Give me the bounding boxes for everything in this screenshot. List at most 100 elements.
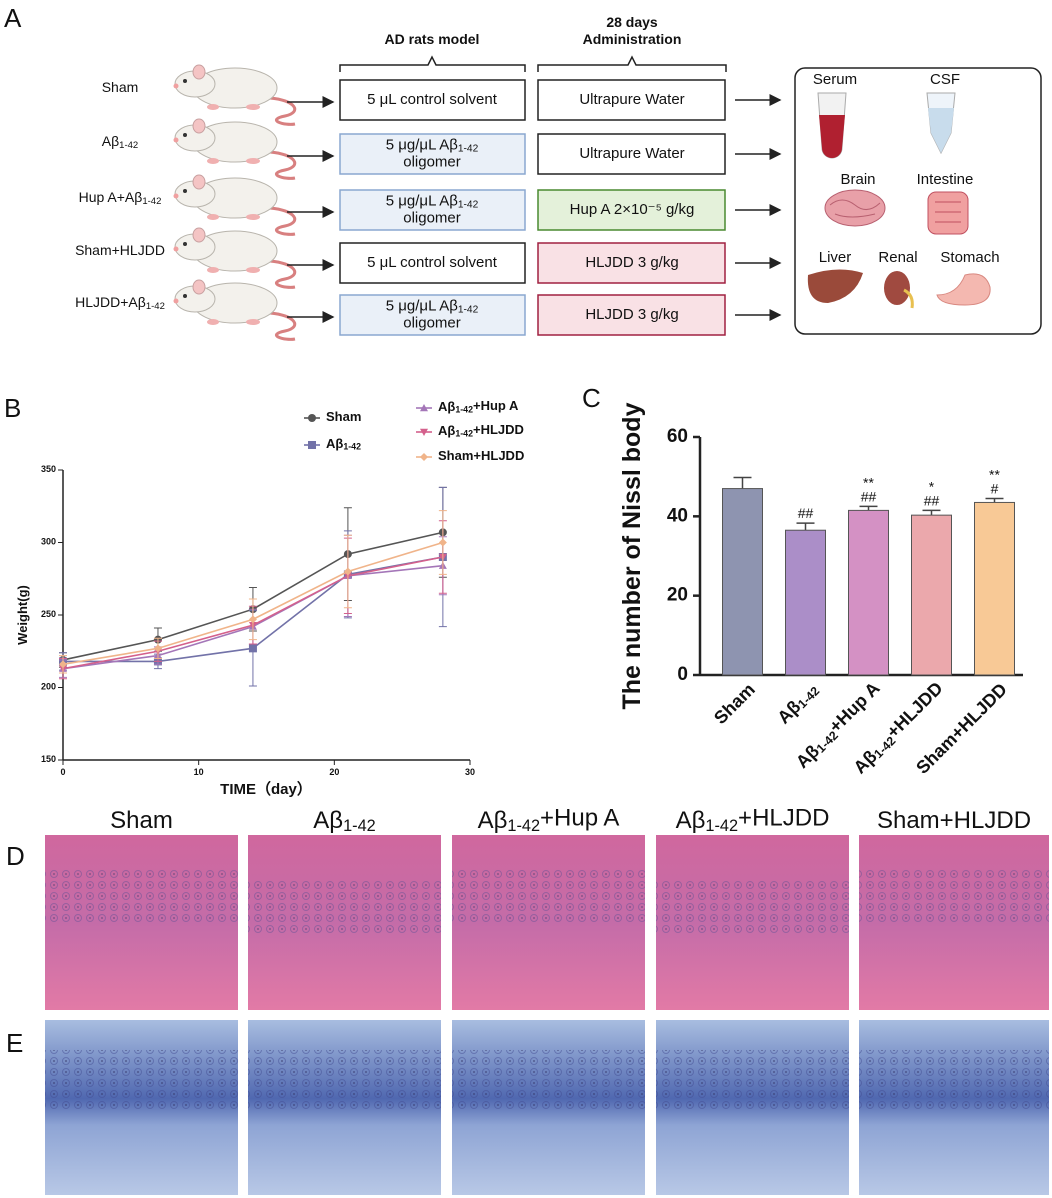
bar bbox=[974, 501, 1015, 676]
legend-label: Aβ1-42 bbox=[326, 436, 361, 452]
model-box bbox=[339, 189, 526, 231]
model-text: 5 μg/μL Aβ1-42 bbox=[386, 192, 479, 210]
output-label: Stomach bbox=[940, 249, 999, 266]
admin-text: HLJDD 3 g/kg bbox=[585, 306, 678, 323]
panel-label: C bbox=[582, 383, 601, 413]
output-label: CSF bbox=[930, 71, 960, 88]
cell-layer bbox=[248, 1050, 441, 1110]
column-title: Aβ1-42 bbox=[313, 807, 375, 835]
point bbox=[59, 660, 67, 669]
admin-text: Ultrapure Water bbox=[579, 145, 684, 162]
output-label: Liver bbox=[819, 249, 852, 266]
annotation: ## bbox=[924, 492, 940, 508]
model-text: 5 μL control solvent bbox=[367, 91, 498, 108]
model-box bbox=[339, 242, 526, 284]
error-bar bbox=[733, 476, 752, 489]
x-tick-label: 30 bbox=[465, 767, 475, 777]
x-tick-label: 20 bbox=[329, 767, 339, 777]
error-bar bbox=[922, 509, 941, 516]
panel-label: E bbox=[6, 1028, 23, 1058]
model-box bbox=[339, 79, 526, 121]
column-header: AD rats model bbox=[385, 31, 480, 47]
legend-marker bbox=[420, 428, 428, 436]
icons bbox=[807, 92, 991, 309]
admin-box bbox=[537, 133, 726, 175]
annotation: # bbox=[991, 480, 999, 496]
y-tick-label: 20 bbox=[667, 585, 688, 606]
legend-marker bbox=[308, 414, 316, 422]
column-header: Administration bbox=[583, 31, 682, 47]
column-header: 28 days bbox=[606, 14, 658, 30]
column-title: Aβ1-42+HLJDD bbox=[676, 805, 830, 835]
rat bbox=[172, 63, 297, 126]
bar bbox=[785, 529, 826, 676]
point bbox=[248, 644, 257, 653]
content bbox=[339, 55, 1042, 335]
y-tick-label: 200 bbox=[41, 682, 56, 692]
model-text: oligomer bbox=[403, 314, 461, 331]
y-tick-label: 250 bbox=[41, 609, 56, 619]
column-title: Sham bbox=[110, 807, 173, 834]
point bbox=[153, 644, 162, 653]
admin-text: Hup A 2×10⁻⁵ g/kg bbox=[570, 201, 695, 218]
annotation: ** bbox=[989, 466, 1000, 482]
annotation: * bbox=[929, 478, 935, 494]
cell-layer bbox=[859, 1050, 1049, 1110]
model-text: oligomer bbox=[403, 209, 461, 226]
admin-text: HLJDD 3 g/kg bbox=[585, 254, 678, 271]
y-tick-label: 300 bbox=[41, 537, 56, 547]
x-tick-label: 0 bbox=[60, 767, 65, 777]
y-axis-label: Weight(g) bbox=[15, 585, 30, 645]
x-axis-label: TIME（day） bbox=[220, 780, 312, 798]
output-label: Renal bbox=[878, 249, 917, 266]
point bbox=[438, 538, 447, 547]
group-label: Aβ1-42 bbox=[102, 133, 138, 151]
bar bbox=[722, 488, 763, 676]
panel-label: A bbox=[4, 3, 22, 33]
y-tick-label: 350 bbox=[41, 464, 56, 474]
cell-layer bbox=[656, 1050, 849, 1110]
error-bar bbox=[859, 505, 878, 511]
column-title: Sham+HLJDD bbox=[877, 807, 1031, 834]
column-title: Aβ1-42+Hup A bbox=[478, 805, 620, 835]
panel-label: D bbox=[6, 841, 25, 871]
rat bbox=[172, 173, 297, 236]
legend-label: Aβ1-42+Hup A bbox=[438, 398, 519, 415]
y-tick-label: 150 bbox=[41, 754, 56, 764]
bracket bbox=[537, 55, 727, 72]
model-text: 5 μg/μL Aβ1-42 bbox=[386, 297, 479, 315]
legend-marker bbox=[308, 441, 316, 449]
model-box bbox=[339, 294, 526, 336]
bar bbox=[911, 514, 952, 676]
panel-label: B bbox=[4, 393, 21, 423]
output-label: Brain bbox=[840, 171, 875, 188]
model-box bbox=[339, 133, 526, 175]
y-tick-label: 60 bbox=[667, 426, 688, 447]
y-axis-label: The number of Nissl body bbox=[618, 402, 646, 709]
annotation: ## bbox=[798, 505, 814, 521]
model-text: oligomer bbox=[403, 153, 461, 170]
cell-layer bbox=[452, 870, 645, 925]
error-bar bbox=[985, 497, 1004, 503]
admin-box bbox=[537, 294, 726, 336]
cell-layer bbox=[452, 1050, 645, 1110]
output-label: Serum bbox=[813, 71, 857, 88]
cell-layer bbox=[45, 870, 238, 925]
admin-text: Ultrapure Water bbox=[579, 91, 684, 108]
legend-label: Sham+HLJDD bbox=[438, 448, 524, 463]
group-label: Sham+HLJDD bbox=[75, 242, 165, 258]
bar bbox=[848, 509, 889, 676]
point bbox=[343, 567, 352, 576]
output-label: Intestine bbox=[917, 171, 974, 188]
model-text: 5 μg/μL Aβ1-42 bbox=[386, 136, 479, 154]
cell-layer bbox=[248, 880, 441, 935]
x-tick-label: Sham bbox=[710, 679, 759, 728]
annotation: ** bbox=[863, 474, 874, 490]
cell-layer bbox=[45, 1050, 238, 1110]
admin-box bbox=[537, 242, 726, 284]
admin-box bbox=[537, 79, 726, 121]
output-frame bbox=[794, 67, 1042, 335]
legend-marker bbox=[420, 404, 428, 412]
y-tick-label: 40 bbox=[667, 505, 688, 526]
